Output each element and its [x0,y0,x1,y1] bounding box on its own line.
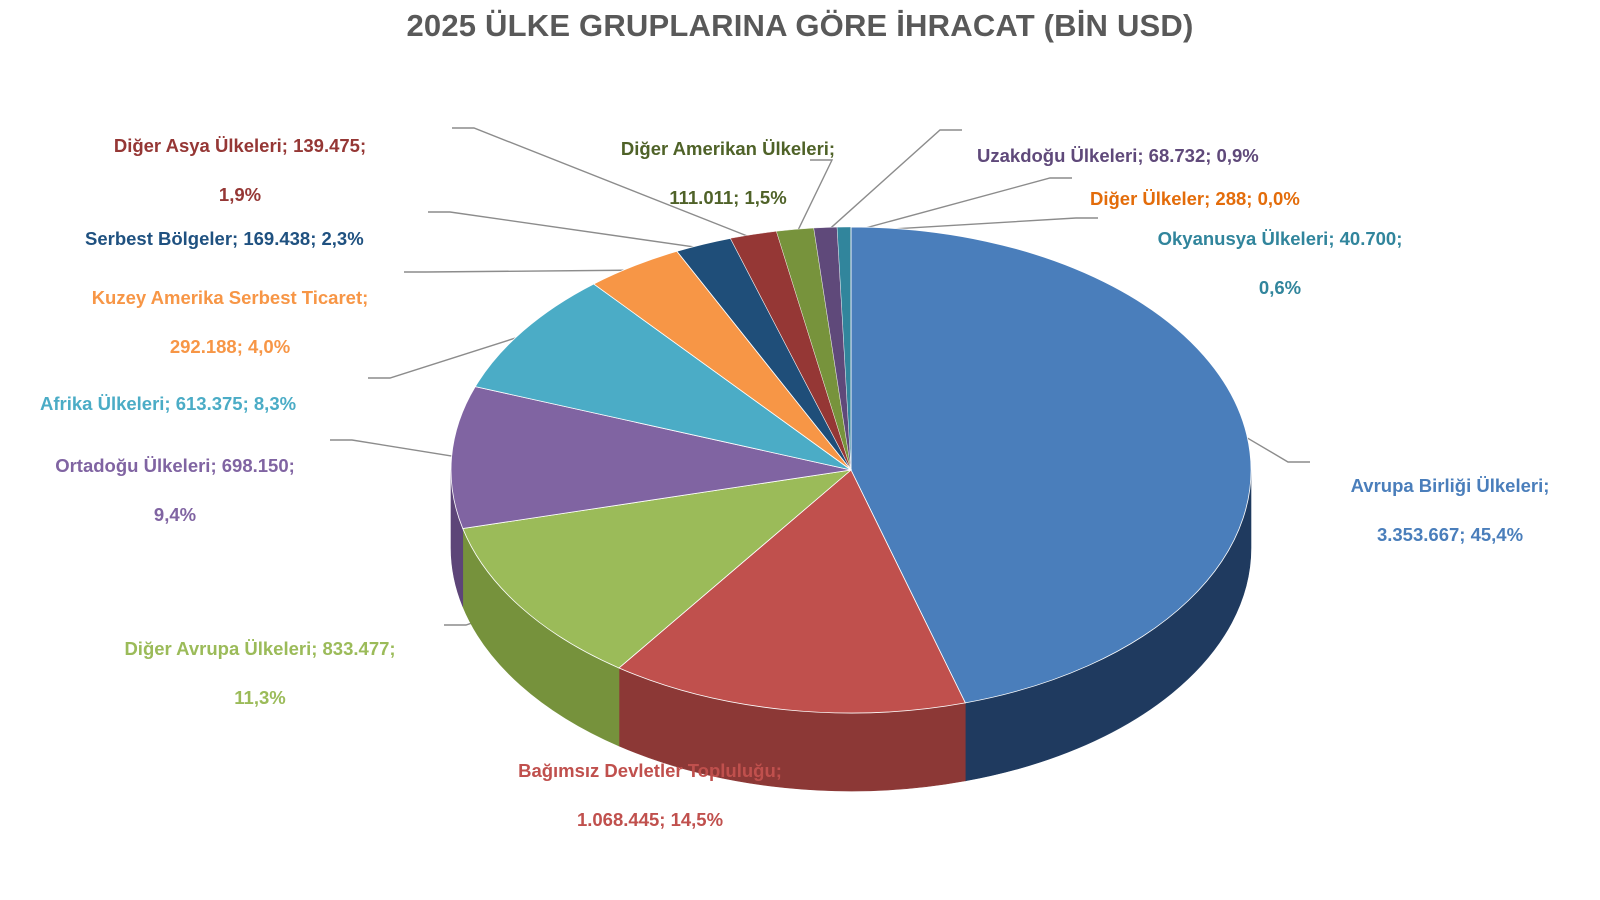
data-label-diger-asya: Diğer Asya Ülkeleri; 139.475; 1,9% [60,110,420,208]
data-label-bagimsiz-devletler: Bağımsız Devletler Topluluğu; 1.068.445;… [460,735,840,833]
leader-line [825,129,962,233]
data-label-line2: 1,9% [218,184,262,206]
leader-line [1242,434,1310,463]
data-label-line1: Bağımsız Devletler Topluluğu; [518,760,782,782]
data-label-serbest-bolgeler: Serbest Bölgeler; 169.438; 2,3% [85,203,465,252]
data-label-line2: 292.188; 4,0% [169,336,291,358]
data-label-diger-amerikan: Diğer Amerikan Ülkeleri; 111.011; 1,5% [578,113,878,211]
data-label-uzakdogu: Uzakdoğu Ülkeleri; 68.732; 0,9% [977,120,1377,169]
pie-slice[interactable]: Afrika Ülkeleri; 613.375; 8,3% [474,283,852,471]
data-label-line2: 3.353.667; 45,4% [1376,524,1524,546]
data-label-line1: Diğer Amerikan Ülkeleri; [620,138,836,160]
data-label-line2: 1.068.445; 14,5% [576,809,724,831]
pie-slice[interactable]: Avrupa Birliği Ülkeleri; 3.353.667; 45,4… [850,226,1252,704]
data-label-line1: Kuzey Amerika Serbest Ticaret; [91,287,369,309]
leader-line [795,159,834,235]
pie-slice[interactable]: Diğer Avrupa Ülkeleri; 833.477; 11,3% [462,469,853,669]
pie-slices: Avrupa Birliği Ülkeleri; 3.353.667; 45,4… [450,226,1252,714]
leader-line [368,332,531,379]
leader-line [850,177,1072,233]
data-label-diger-ulkeler: Diğer Ülkeler; 288; 0,0% [1090,163,1450,212]
pie-slice[interactable]: Bağımsız Devletler Topluluğu; 1.068.445;… [618,469,966,714]
leader-line [404,269,638,273]
data-label-afrika: Afrika Ülkeleri; 613.375; 8,3% [40,368,420,417]
leader-line [452,127,756,240]
data-label-line1: Ortadoğu Ülkeleri; 698.150; [55,455,295,477]
data-label-ortadogu: Ortadoğu Ülkeleri; 698.150; 9,4% [5,430,345,528]
data-label-line2: 111.011; 1,5% [669,187,787,209]
chart-title: 2025 ÜLKE GRUPLARINA GÖRE İHRACAT (BİN U… [406,8,1194,43]
data-label-line1: Afrika Ülkeleri; 613.375; 8,3% [40,393,297,415]
data-label-kuzey-amerika: Kuzey Amerika Serbest Ticaret; 292.188; … [35,262,425,360]
data-label-line1: Uzakdoğu Ülkeleri; 68.732; 0,9% [977,145,1259,167]
data-label-line1: Avrupa Birliği Ülkeleri; [1350,475,1550,497]
leader-line [428,211,707,250]
data-label-okyanusya: Okyanusya Ülkeleri; 40.700; 0,6% [1110,203,1450,301]
data-label-line1: Diğer Asya Ülkeleri; 139.475; [113,135,367,157]
data-label-avrupa-birligi: Avrupa Birliği Ülkeleri; 3.353.667; 45,4… [1300,450,1600,548]
data-label-line2: 11,3% [234,687,286,709]
leader-line [844,217,1098,233]
leader-line [330,439,460,458]
data-label-line1: Okyanusya Ülkeleri; 40.700; [1157,228,1403,250]
data-label-line1: Diğer Ülkeler; 288; 0,0% [1090,188,1300,210]
pie-slice[interactable]: Ortadoğu Ülkeleri; 698.150; 9,4% [450,386,852,529]
data-label-diger-avrupa: Diğer Avrupa Ülkeleri; 833.477; 11,3% [60,613,460,711]
data-label-line1: Diğer Avrupa Ülkeleri; 833.477; [124,638,396,660]
leader-lines-group [330,127,1310,731]
data-label-line1: Serbest Bölgeler; 169.438; 2,3% [85,228,364,250]
data-label-line2: 9,4% [153,504,197,526]
data-label-line2: 0,6% [1258,277,1302,299]
